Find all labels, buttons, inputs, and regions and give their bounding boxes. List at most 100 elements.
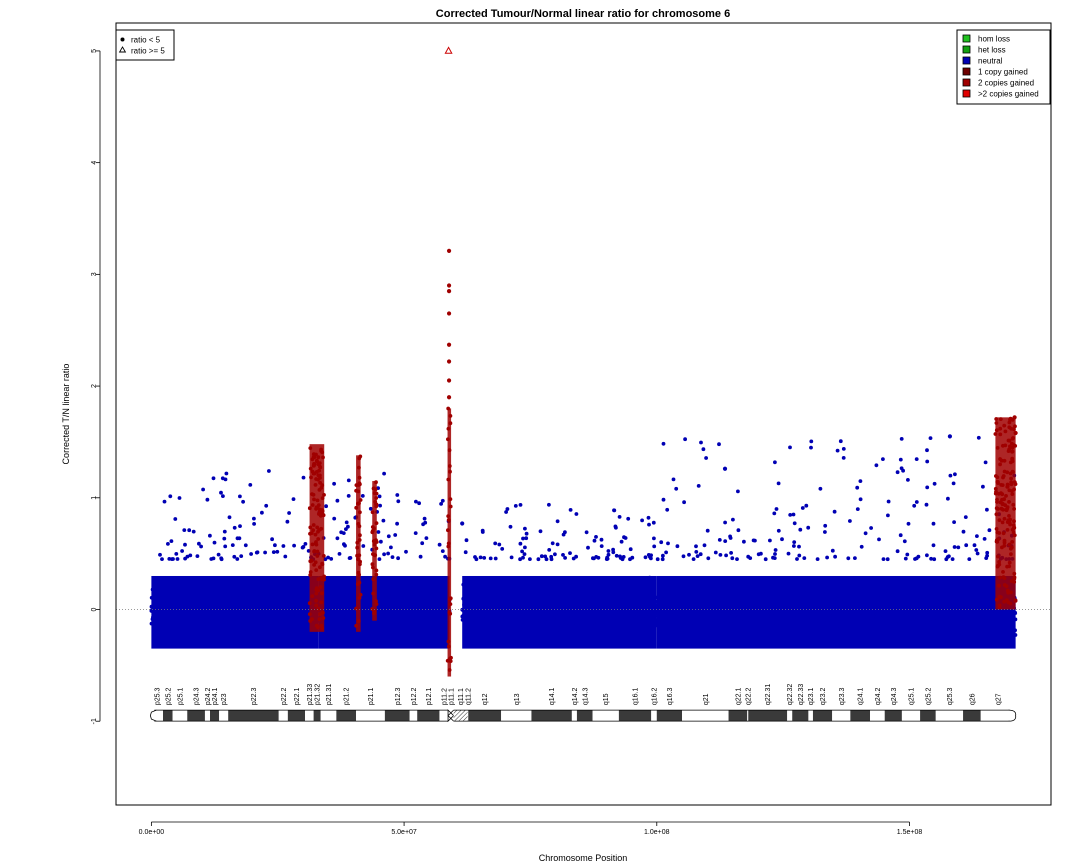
neutral-point <box>336 621 341 626</box>
neutral-point <box>488 631 493 636</box>
neutral-point <box>418 612 423 617</box>
neutral-point <box>183 605 187 610</box>
neutral-point <box>638 601 643 606</box>
neutral-point <box>521 555 525 560</box>
neutral-point <box>294 613 299 617</box>
neutral-point <box>431 605 435 610</box>
neutral-point <box>564 620 568 625</box>
neutral-point <box>223 544 228 549</box>
neutral-point <box>815 628 820 633</box>
neutral-point <box>862 630 867 635</box>
neutral-point <box>626 516 631 521</box>
neutral-point <box>789 622 793 627</box>
neutral-point <box>551 582 556 587</box>
neutral-point <box>505 633 510 638</box>
neutral-point <box>535 592 539 597</box>
neutral-point <box>294 616 299 621</box>
neutral-point <box>611 592 616 596</box>
neutral-point <box>493 556 498 561</box>
neutral-point <box>483 602 488 606</box>
neutral-point <box>386 534 391 539</box>
neutral-point <box>173 599 178 604</box>
neutral-point <box>1013 633 1018 637</box>
neutral-point <box>374 629 379 634</box>
neutral-point <box>808 609 813 613</box>
neutral-point <box>382 595 387 600</box>
neutral-point <box>360 494 365 498</box>
neutral-point <box>463 550 468 555</box>
neutral-point <box>973 608 977 612</box>
neutral-point <box>732 600 737 605</box>
neutral-points <box>460 502 659 640</box>
neutral-point <box>262 622 266 627</box>
neutral-point <box>290 584 294 588</box>
neutral-point <box>170 585 175 590</box>
neutral-point <box>875 591 879 596</box>
neutral-point <box>264 503 269 508</box>
neutral-point <box>170 612 175 617</box>
neutral-point <box>255 550 260 555</box>
neutral-point <box>305 624 309 628</box>
neutral-point <box>258 613 263 618</box>
neutral-point <box>730 585 734 590</box>
neutral-point <box>208 608 212 613</box>
neutral-point <box>170 595 175 599</box>
neutral-point <box>845 606 849 610</box>
neutral-point <box>955 617 959 622</box>
neutral-point <box>713 628 718 632</box>
neutral-point <box>395 614 399 618</box>
neutral-point <box>177 496 182 500</box>
neutral-point <box>241 499 246 504</box>
neutral-point <box>518 503 523 507</box>
neutral-point <box>520 599 525 603</box>
neutral-point <box>389 545 393 550</box>
neutral-point <box>351 605 356 610</box>
neutral-point <box>211 611 216 616</box>
neutral-point <box>989 624 994 628</box>
neutral-point <box>208 533 212 538</box>
neutral-point <box>240 578 245 583</box>
neutral-point <box>650 635 655 640</box>
neutral-point <box>747 585 752 590</box>
neutral-point <box>173 517 178 521</box>
neutral-point <box>585 620 590 624</box>
neutral-point <box>198 595 203 600</box>
neutral-point <box>613 524 618 529</box>
data-layer <box>149 46 1018 677</box>
neutral-point <box>522 602 527 606</box>
neutral-point <box>926 594 931 599</box>
neutral-point <box>705 616 710 620</box>
neutral-point <box>807 623 812 627</box>
neutral-point <box>1007 630 1012 634</box>
neutral-point <box>907 594 912 599</box>
neutral-point <box>887 591 892 596</box>
neutral-point <box>411 590 415 595</box>
neutral-point <box>565 614 570 619</box>
neutral-point <box>400 592 405 596</box>
neutral-point <box>399 595 404 600</box>
neutral-point <box>365 594 370 599</box>
neutral-point <box>932 592 936 596</box>
neutral-point <box>440 549 445 553</box>
neutral-point <box>557 602 562 606</box>
neutral-point <box>692 620 697 624</box>
neutral-point <box>303 597 308 601</box>
neutral-point <box>193 592 197 596</box>
neutral-point <box>204 593 209 597</box>
neutral-point <box>503 592 508 597</box>
neutral-point <box>611 586 616 591</box>
neutral-point <box>538 529 543 534</box>
neutral-point <box>847 588 852 593</box>
neutral-point <box>184 621 188 626</box>
neutral-point <box>400 588 404 593</box>
neutral-point <box>610 599 614 604</box>
neutral-point <box>188 553 193 558</box>
neutral-point <box>232 554 237 559</box>
neutral-point <box>475 631 480 635</box>
neutral-point <box>537 630 542 634</box>
neutral-point <box>209 585 214 590</box>
neutral-point <box>592 596 596 601</box>
neutral-point <box>516 601 521 606</box>
neutral-point <box>626 607 631 612</box>
neutral-point <box>385 609 390 614</box>
